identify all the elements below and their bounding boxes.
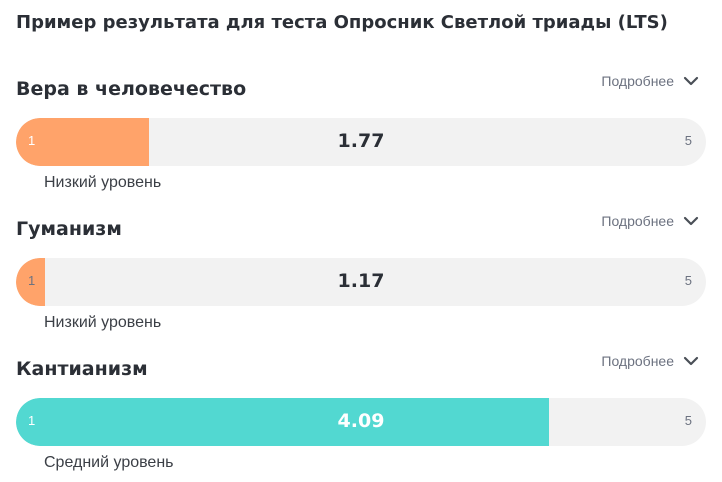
score-bar: 1 1.17 5 xyxy=(16,258,706,306)
chevron-down-icon xyxy=(683,216,699,226)
score-value: 1.77 xyxy=(337,130,385,152)
score-value: 1.17 xyxy=(337,270,385,292)
scale-min-label: 1 xyxy=(28,133,36,148)
result-section-kantianism: Кантианизм Подробнее 1 4.09 5 Средний ур… xyxy=(0,348,722,478)
chevron-down-icon xyxy=(683,76,699,86)
details-label: Подробнее xyxy=(601,353,674,369)
level-label: Низкий уровень xyxy=(44,314,162,331)
scale-min-label: 1 xyxy=(28,413,36,428)
chevron-down-icon xyxy=(683,356,699,366)
details-toggle-button[interactable]: Подробнее xyxy=(601,212,700,230)
page-title: Пример результата для теста Опросник Све… xyxy=(16,12,668,33)
score-value: 4.09 xyxy=(337,410,385,432)
scale-max-label: 5 xyxy=(684,133,692,148)
section-title: Гуманизм xyxy=(16,218,122,240)
score-bar: 1 4.09 5 xyxy=(16,398,706,446)
level-label: Низкий уровень xyxy=(44,174,162,191)
details-toggle-button[interactable]: Подробнее xyxy=(601,352,700,370)
details-toggle-button[interactable]: Подробнее xyxy=(601,72,700,90)
score-bar-fill xyxy=(16,118,149,166)
scale-min-label: 1 xyxy=(28,273,36,288)
result-section-faith-in-humanity: Вера в человечество Подробнее 1 1.77 5 Н… xyxy=(0,68,722,198)
level-label: Средний уровень xyxy=(44,454,174,471)
scale-max-label: 5 xyxy=(684,413,692,428)
section-title: Кантианизм xyxy=(16,358,148,380)
section-title: Вера в человечество xyxy=(16,78,247,100)
score-bar-fill xyxy=(16,398,549,446)
details-label: Подробнее xyxy=(601,213,674,229)
details-label: Подробнее xyxy=(601,73,674,89)
scale-max-label: 5 xyxy=(684,273,692,288)
score-bar: 1 1.77 5 xyxy=(16,118,706,166)
result-section-humanism: Гуманизм Подробнее 1 1.17 5 Низкий урове… xyxy=(0,208,722,338)
